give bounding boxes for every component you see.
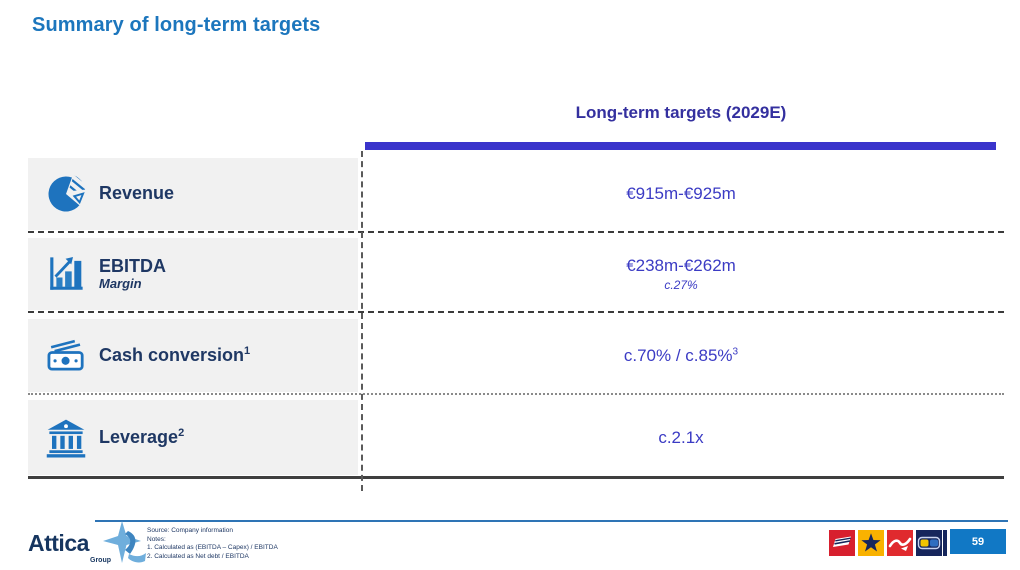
- row-leverage-value: c.2.1x: [658, 427, 704, 447]
- row-label: EBITDA Margin: [99, 256, 166, 292]
- footnote-2: 2. Calculated as Net debt / EBITDA: [147, 552, 249, 560]
- row-ebitda-value: €238m-€262m c.27%: [626, 256, 736, 292]
- row-separator: [28, 393, 1004, 395]
- row-ebitda-label: EBITDA Margin: [28, 238, 358, 310]
- page-title: Summary of long-term targets: [32, 14, 321, 36]
- row-separator: [28, 311, 1004, 313]
- row-separator: [28, 231, 1004, 233]
- page-number: 59: [971, 535, 985, 548]
- hellenic-seaways-logo: [887, 530, 913, 556]
- attica-group-logo: Attica Group: [28, 521, 148, 564]
- bar-chart-growth-icon: [42, 253, 90, 295]
- row-label: Leverage2: [99, 426, 185, 447]
- aml-logo: [916, 530, 942, 556]
- blue-star-ferries-logo: [858, 530, 884, 556]
- page-number-badge: 59: [950, 529, 1006, 554]
- table-bottom-border: [28, 476, 1004, 479]
- bank-building-icon: [42, 417, 90, 459]
- banknotes-icon: [42, 335, 90, 377]
- footer-rule: [95, 520, 1008, 522]
- footer-logo-divider: [943, 530, 947, 556]
- row-label: Revenue: [99, 183, 175, 204]
- pie-chart-icon: [42, 173, 90, 215]
- footnote-1: 1. Calculated as (EBITDA – Capex) / EBIT…: [147, 544, 278, 552]
- superfast-ferries-logo: [829, 530, 855, 556]
- row-revenue-label: Revenue: [28, 158, 358, 230]
- attica-star-icon: [101, 521, 147, 570]
- source-note: Source: Company information: [147, 527, 233, 534]
- notes-label: Notes:: [147, 535, 166, 543]
- row-leverage-label: Leverage2: [28, 400, 358, 475]
- footnotes: Source: Company information Notes: 1. Ca…: [147, 527, 278, 561]
- column-header: Long-term targets (2029E): [575, 103, 787, 122]
- footnote-ref: 1: [244, 344, 251, 357]
- column-divider: [361, 151, 363, 491]
- footnote-ref: 2: [178, 426, 185, 439]
- footnote-ref: 3: [732, 345, 739, 357]
- header-accent-bar: [365, 142, 996, 150]
- row-cash-conversion-value: c.70% / c.85%3: [623, 345, 739, 365]
- row-revenue-value: €915m-€925m: [626, 184, 736, 203]
- row-cash-conversion-label: Cash conversion1: [28, 319, 358, 392]
- row-label: Cash conversion1: [99, 344, 251, 365]
